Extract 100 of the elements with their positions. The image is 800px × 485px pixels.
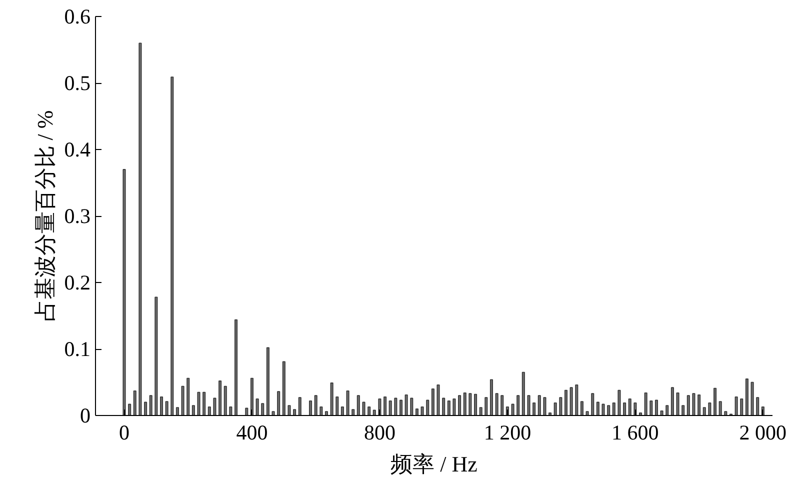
bar (698, 394, 701, 416)
x-axis-title: 频率 / Hz (390, 452, 478, 476)
x-tick-label: 1 200 (484, 420, 532, 444)
y-axis-title: 占基波分量百分比 / % (32, 110, 58, 322)
bar (314, 395, 318, 416)
bar (250, 378, 254, 416)
x-tick-label: 800 (364, 420, 396, 444)
bar (708, 402, 712, 416)
bar (596, 402, 600, 416)
bar (660, 410, 664, 416)
x-tick-label: 1 600 (612, 420, 659, 444)
bar (213, 398, 216, 416)
y-tick-label: 0.3 (64, 204, 90, 228)
y-tick-label: 0 (80, 404, 90, 428)
bar (154, 296, 158, 416)
bar (431, 388, 434, 416)
bar (218, 380, 222, 416)
bar (458, 395, 462, 416)
bar (410, 398, 414, 416)
bar (293, 409, 296, 416)
bar (436, 384, 440, 416)
bar (714, 388, 717, 416)
bar (340, 406, 344, 416)
bar (692, 393, 696, 416)
bar (575, 384, 578, 416)
bar (324, 411, 328, 416)
bar (756, 397, 760, 416)
bar (160, 396, 164, 416)
bar (654, 400, 658, 416)
bar (447, 400, 450, 416)
bar (224, 386, 227, 416)
bar (176, 407, 179, 416)
bar (607, 405, 610, 416)
bar (288, 405, 291, 416)
bar (426, 400, 430, 416)
bar (186, 378, 190, 416)
bar (538, 395, 541, 416)
bar (686, 395, 690, 416)
bar (308, 400, 312, 416)
bar (352, 409, 355, 416)
bar (356, 395, 360, 416)
bar (362, 402, 366, 416)
bar (490, 379, 493, 416)
bar (500, 395, 504, 416)
bar (388, 400, 392, 416)
bar (554, 402, 557, 416)
bar (128, 404, 132, 416)
bar (586, 411, 589, 416)
bar (750, 382, 754, 416)
bar (144, 402, 148, 416)
bar (368, 406, 371, 416)
bar (181, 386, 184, 416)
bar (532, 402, 536, 416)
bar (516, 395, 520, 416)
bar (718, 401, 722, 416)
bar (208, 406, 211, 416)
bar (682, 405, 685, 416)
bar (442, 398, 446, 416)
bar (415, 408, 418, 416)
bar (277, 391, 280, 416)
bar (745, 378, 748, 416)
bar (202, 392, 206, 416)
bar (522, 372, 525, 416)
bar (256, 398, 259, 416)
bar (320, 406, 323, 416)
bar (559, 397, 562, 416)
bar (404, 394, 408, 416)
bar (149, 395, 152, 416)
bar (570, 387, 573, 416)
bar (298, 397, 302, 416)
bar (479, 407, 482, 416)
y-tick-label: 0.2 (64, 270, 90, 294)
bar (133, 390, 136, 416)
bar (463, 392, 466, 416)
bar (384, 396, 387, 416)
x-tick-label: 400 (236, 420, 268, 444)
bar (734, 396, 738, 416)
bar (372, 410, 376, 416)
bar (564, 390, 568, 416)
bar (618, 390, 621, 416)
bar (580, 401, 584, 416)
bar (245, 408, 248, 416)
bar (330, 382, 334, 416)
bar (511, 404, 514, 416)
bar (468, 393, 472, 416)
bar (272, 411, 275, 416)
bar (474, 394, 478, 416)
bar (229, 406, 232, 416)
bar (670, 387, 674, 416)
bar (484, 397, 488, 416)
bar (666, 405, 669, 416)
x-tick-label: 2 000 (739, 420, 787, 444)
bar (399, 400, 403, 416)
bar (197, 392, 200, 416)
bar (165, 401, 168, 416)
bar (122, 169, 126, 416)
bar (612, 402, 616, 416)
bar (543, 397, 546, 416)
bar (628, 398, 632, 416)
y-tick-label: 0.5 (64, 71, 90, 95)
